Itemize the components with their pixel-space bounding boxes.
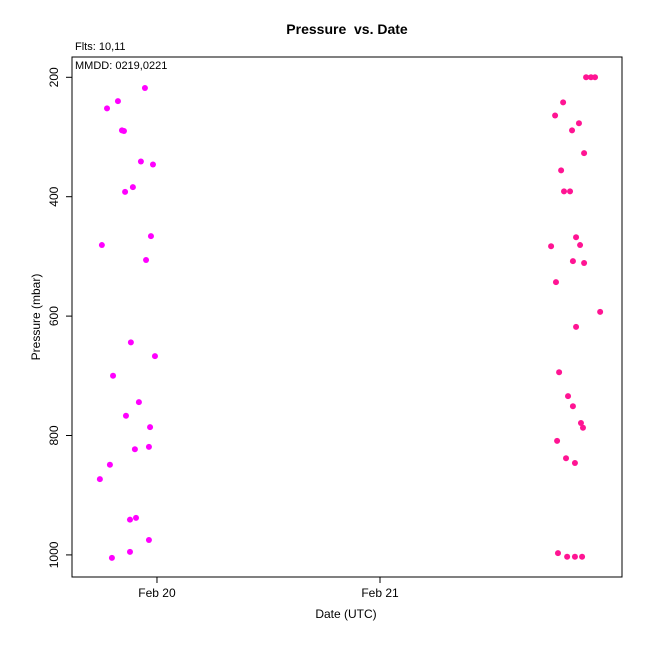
point [149, 161, 156, 168]
point [563, 455, 570, 462]
point [561, 188, 568, 195]
annotation: Flts: 10,11 [75, 41, 126, 53]
point [569, 403, 576, 410]
point [147, 424, 154, 431]
point [558, 167, 565, 174]
point [571, 459, 578, 466]
point [151, 353, 158, 360]
point [569, 258, 576, 265]
point [126, 516, 133, 523]
y-axis-label: Pressure (mbar) [29, 274, 43, 361]
point [122, 188, 129, 195]
point [127, 339, 134, 346]
point [108, 554, 115, 561]
point [131, 446, 138, 453]
point [579, 553, 586, 560]
y-tick-label: 400 [47, 186, 61, 206]
point [583, 74, 590, 81]
point [565, 393, 572, 400]
point [548, 243, 555, 250]
point [120, 128, 127, 135]
point [577, 419, 584, 426]
point [581, 150, 588, 157]
annotation: MMDD: 0219,0221 [75, 60, 167, 72]
point [122, 412, 129, 419]
x-tick-label: Feb 21 [361, 586, 399, 600]
point [552, 279, 559, 286]
point [145, 443, 152, 450]
x-tick-label: Feb 20 [138, 586, 176, 600]
point [581, 259, 588, 266]
y-tick-label: 1000 [47, 541, 61, 568]
point [560, 99, 567, 106]
point [575, 120, 582, 127]
x-axis-label: Date (UTC) [315, 607, 376, 621]
point [143, 256, 150, 263]
point [571, 553, 578, 560]
point [564, 553, 571, 560]
y-tick-label: 600 [47, 306, 61, 326]
point [133, 514, 140, 521]
plot-frame [71, 56, 623, 578]
point [145, 536, 152, 543]
point [577, 242, 584, 249]
point [573, 234, 580, 241]
point [579, 424, 586, 431]
point [567, 188, 574, 195]
point [96, 476, 103, 483]
point [106, 461, 113, 468]
point [129, 184, 136, 191]
chart-title: Pressure vs. Date [286, 21, 408, 37]
y-tick-label: 200 [47, 67, 61, 87]
point [554, 437, 561, 444]
point [114, 98, 121, 105]
point [98, 242, 105, 249]
point [147, 233, 154, 240]
point [135, 399, 142, 406]
point [110, 372, 117, 379]
point [592, 74, 599, 81]
point [126, 548, 133, 555]
point [137, 158, 144, 165]
point [141, 85, 148, 92]
y-tick-label: 800 [47, 425, 61, 445]
point [554, 550, 561, 557]
point [552, 112, 559, 119]
point [597, 308, 604, 315]
point [104, 105, 111, 112]
point [569, 127, 576, 134]
point [573, 323, 580, 330]
point [556, 369, 563, 376]
